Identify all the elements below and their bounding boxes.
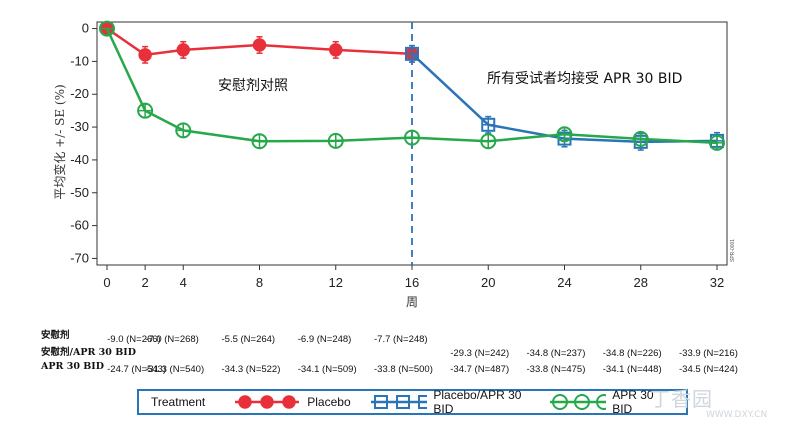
table-cell: -34.3 (N=522) [221, 364, 281, 375]
x-tick-label: 20 [481, 275, 495, 290]
chart-ticks: 0-10-20-30-40-50-60-700 2 4 8 12 16 20 24 28 32 [70, 21, 724, 290]
table-cell: -33.9 (N=216) [679, 348, 738, 359]
x-tick-label: 28 [634, 275, 648, 290]
annotation-all-apr-phase: 所有受试者均接受 APR 30 BID [487, 70, 682, 87]
y-axis-label: 平均变化 +/- SE (%) [52, 84, 67, 199]
x-tick-label: 0 [103, 275, 110, 290]
legend-items: Placebo Placebo/APR 30 BID APR 30 BID [233, 388, 686, 416]
table-row-label: APR 30 BID [41, 361, 104, 372]
series-line [105, 28, 718, 145]
y-tick-label: -60 [70, 218, 89, 233]
table-cell: -34.1 (N=509) [297, 364, 357, 375]
table-cell: -34.8 (N=226) [602, 348, 662, 359]
series-apr-30-bid [99, 20, 725, 151]
watermark-url: WWW.DXY.CN [706, 410, 768, 420]
legend-marker [260, 395, 274, 409]
x-tick-label: 2 [142, 275, 149, 290]
legend-item: Placebo [233, 394, 351, 410]
data-point [329, 43, 343, 57]
table-cell: -9.0 (N=266) [107, 334, 161, 345]
legend-label: Placebo [307, 395, 351, 409]
legend-label: Placebo/APR 30 BID [433, 388, 522, 416]
y-tick-label: -30 [70, 119, 89, 134]
table-cell: -7.0 (N=268) [145, 334, 199, 345]
x-tick-label: 8 [256, 275, 263, 290]
x-tick-label: 24 [557, 275, 571, 290]
table-cell: -33.8 (N=475) [526, 364, 586, 375]
legend-swatch [235, 395, 300, 409]
x-tick-label: 32 [710, 275, 724, 290]
x-tick-label: 16 [405, 275, 419, 290]
y-tick-label: -40 [70, 152, 89, 167]
legend-swatch [549, 394, 607, 410]
legend-label: APR 30 BID [612, 388, 654, 416]
data-point [252, 38, 267, 52]
legend-title: Treatment [151, 395, 206, 409]
table-cell: -34.5 (N=424) [679, 364, 738, 375]
table-cell: -34.8 (N=237) [526, 348, 586, 359]
y-tick-label: -10 [70, 53, 89, 68]
x-tick-label: 4 [180, 275, 187, 290]
table-row-label: 安慰剂/APR 30 BID [41, 347, 136, 358]
x-axis-label: 周 [406, 295, 418, 309]
x-tick-label: 12 [329, 275, 343, 290]
series-placebo [100, 21, 419, 64]
table-cell: -24.7 (N=543) [107, 364, 167, 375]
legend-marker [238, 395, 252, 409]
chart-svg: 0-10-20-30-40-50-60-700 2 4 8 12 16 20 24 28 32 平… [52, 20, 736, 309]
legend: Treatment Placebo Placebo/APR 30 BID APR 3… [137, 388, 688, 416]
y-tick-label: -70 [70, 250, 89, 265]
legend-item: APR 30 BID [548, 388, 668, 416]
watermark-logo: 丁香园 [650, 387, 713, 411]
annotation-placebo-phase: 安慰剂对照 [218, 77, 288, 94]
data-point [138, 48, 152, 62]
legend-marker [282, 395, 296, 409]
y-tick-label: -20 [70, 86, 89, 101]
chart-series [99, 20, 725, 151]
table-cell: -33.8 (N=500) [374, 364, 433, 375]
table-cell: -5.5 (N=264) [221, 334, 276, 345]
table-cell: -7.7 (N=248) [374, 334, 428, 345]
table-cell: -31.3 (N=540) [145, 364, 205, 375]
legend-swatch [370, 395, 428, 409]
legend-item: Placebo/APR 30 BID [369, 388, 530, 416]
table-cell: -6.9 (N=248) [297, 334, 352, 345]
table-row-label: 安慰剂 [41, 330, 70, 341]
table-cell: -34.7 (N=487) [450, 364, 510, 375]
y-tick-label: 0 [82, 21, 89, 36]
y-tick-label: -50 [70, 185, 89, 200]
table-cell: -29.3 (N=242) [450, 348, 510, 359]
data-point [176, 43, 190, 57]
table-cell: -34.1 (N=448) [602, 364, 662, 375]
small-code: SPR-0001 [730, 239, 736, 262]
series-line [106, 27, 413, 57]
